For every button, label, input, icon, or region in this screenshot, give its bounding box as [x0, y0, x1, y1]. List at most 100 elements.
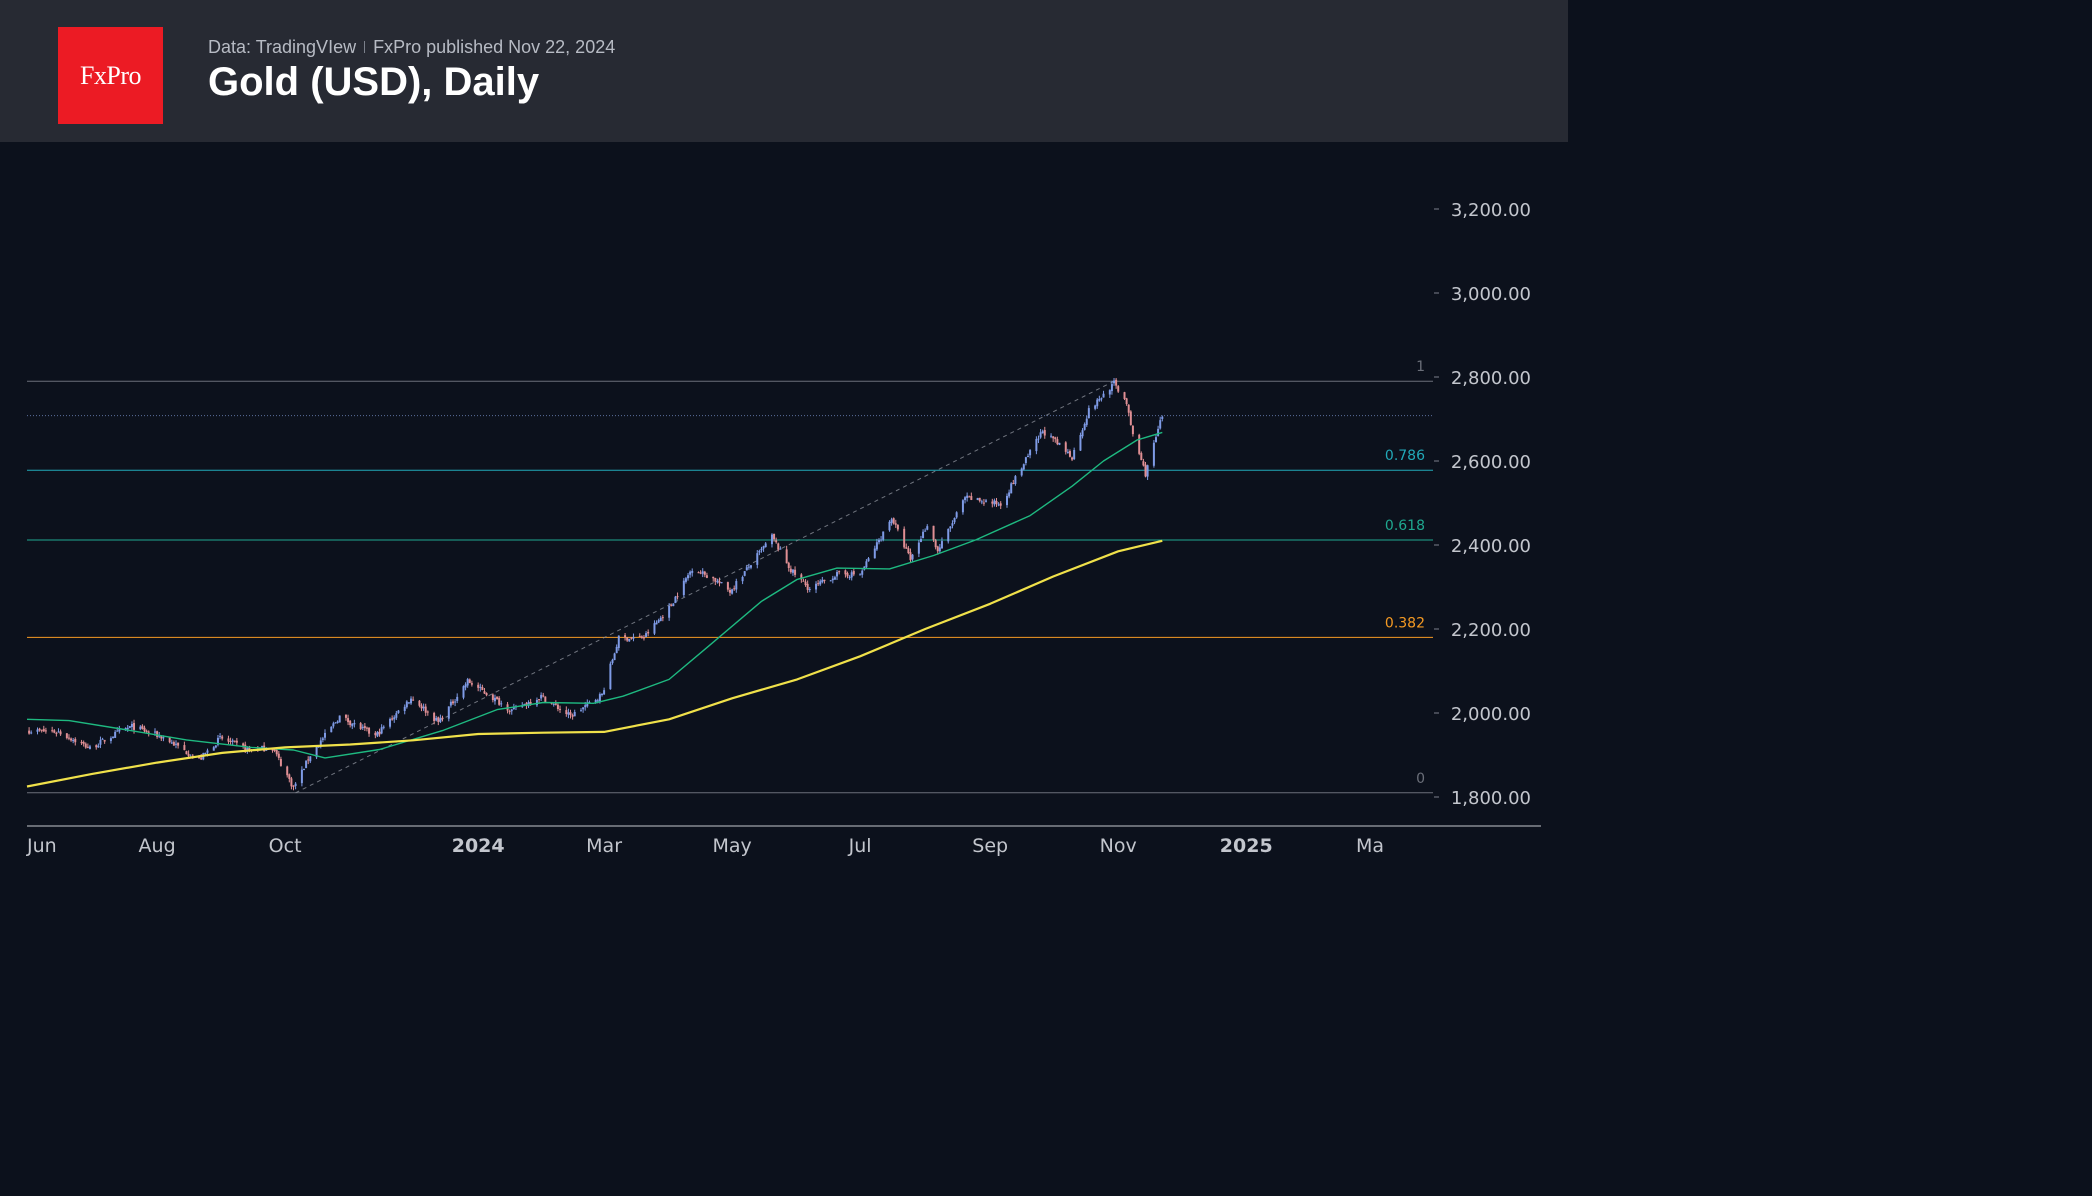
candle-body	[479, 686, 482, 688]
candle-body	[183, 745, 186, 751]
candle-body	[909, 552, 912, 561]
moving-average-fast-line	[26, 431, 1163, 759]
candle-body	[332, 723, 335, 727]
y-tick-label: 3,200.00	[1451, 200, 1531, 221]
candle-body	[126, 727, 129, 730]
candle-body	[248, 746, 251, 750]
candle-body	[735, 581, 738, 590]
candle	[351, 723, 354, 730]
candle-body	[718, 581, 721, 584]
candle-body	[405, 701, 408, 708]
candle	[118, 725, 121, 734]
candle-body	[103, 739, 106, 742]
candle-body	[922, 531, 925, 539]
candle	[1079, 432, 1082, 451]
candle-body	[498, 697, 501, 705]
candle-body	[1039, 432, 1042, 438]
candle	[500, 700, 503, 707]
candle	[978, 497, 981, 503]
candle	[74, 737, 77, 746]
candle-body	[365, 727, 368, 729]
candle-body	[99, 739, 102, 745]
candle	[764, 542, 767, 548]
candle	[332, 721, 335, 729]
candle	[103, 739, 106, 744]
candle	[836, 570, 839, 580]
candle	[770, 533, 773, 548]
candle-body	[1066, 451, 1069, 453]
candle	[1140, 451, 1143, 461]
candle	[777, 542, 780, 552]
candle	[611, 658, 614, 665]
candle-body	[290, 778, 293, 787]
y-tick-label: 2,200.00	[1451, 620, 1531, 641]
candle-body	[1140, 453, 1143, 461]
candle-body	[170, 742, 173, 744]
candle-body	[447, 706, 450, 719]
candle	[1085, 415, 1088, 427]
candle-body	[1083, 424, 1086, 430]
candle-body	[609, 663, 612, 690]
candle-body	[174, 743, 177, 745]
candle	[288, 773, 291, 783]
candle-body	[57, 731, 60, 733]
candle-body	[550, 702, 553, 704]
candle	[890, 517, 893, 526]
candle-body	[67, 737, 70, 739]
candle	[762, 545, 765, 552]
candle	[481, 684, 484, 691]
candle	[844, 569, 847, 578]
candle-body	[143, 727, 146, 732]
candle-body	[770, 534, 773, 545]
candle-body	[600, 693, 603, 696]
candle	[804, 579, 807, 587]
candle-body	[896, 524, 899, 530]
candle	[300, 766, 303, 787]
candle	[374, 731, 377, 739]
candle	[361, 724, 364, 730]
candle-body	[573, 711, 576, 717]
candle	[936, 545, 939, 555]
candle	[647, 629, 650, 637]
candle-body	[598, 694, 601, 702]
candle	[112, 736, 115, 739]
candle-body	[395, 713, 398, 718]
candle-body	[829, 580, 832, 582]
candle-body	[353, 722, 356, 725]
candle-body	[1123, 392, 1126, 399]
candle	[628, 638, 631, 642]
chart-title: Gold (USD), Daily	[208, 60, 540, 104]
candle-body	[729, 589, 731, 593]
candle-body	[1022, 464, 1025, 470]
candle	[684, 576, 687, 584]
candle-body	[1159, 420, 1162, 429]
candle	[214, 745, 217, 749]
candle-body	[80, 741, 83, 744]
candle-body	[1006, 495, 1009, 506]
candle	[219, 733, 222, 740]
candle-body	[491, 694, 494, 700]
candle-body	[38, 728, 41, 731]
candle	[380, 724, 383, 735]
candle	[682, 577, 685, 598]
candle	[833, 575, 836, 580]
candle-body	[214, 745, 217, 748]
candle	[699, 570, 702, 575]
published-text: FxPro published Nov 22, 2024	[373, 37, 616, 57]
candle-body	[777, 543, 780, 550]
candle-body	[441, 717, 444, 720]
candle-body	[976, 498, 979, 500]
candle-body	[661, 617, 664, 619]
candle	[982, 498, 985, 506]
candle-body	[613, 653, 616, 661]
candle-body	[391, 718, 394, 720]
candle	[294, 782, 297, 790]
candle	[917, 539, 920, 558]
candle	[305, 760, 308, 769]
candle-body	[510, 709, 513, 712]
candle-body	[789, 568, 792, 573]
candle-body	[554, 703, 557, 705]
candle	[934, 538, 937, 550]
candle	[821, 576, 824, 584]
candle	[99, 736, 102, 749]
